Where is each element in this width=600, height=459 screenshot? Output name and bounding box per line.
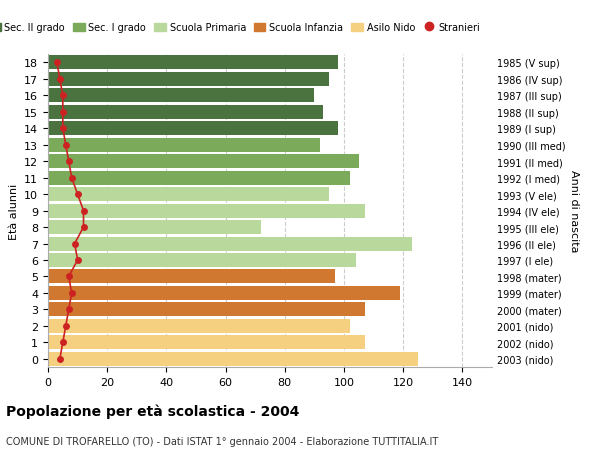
Bar	[48, 188, 329, 202]
Point	[58, 109, 68, 116]
Y-axis label: Età alunni: Età alunni	[8, 183, 19, 239]
Point	[73, 191, 82, 198]
Point	[64, 158, 74, 166]
Text: COMUNE DI TROFARELLO (TO) - Dati ISTAT 1° gennaio 2004 - Elaborazione TUTTITALIA: COMUNE DI TROFARELLO (TO) - Dati ISTAT 1…	[6, 436, 438, 446]
Point	[58, 339, 68, 346]
Point	[79, 224, 88, 231]
Bar	[48, 89, 314, 103]
Bar	[48, 73, 329, 87]
Point	[79, 207, 88, 215]
Point	[55, 76, 65, 84]
Bar	[48, 56, 338, 70]
Bar	[48, 171, 350, 185]
Bar	[48, 319, 350, 333]
Point	[58, 125, 68, 133]
Point	[58, 92, 68, 100]
Point	[61, 142, 71, 149]
Bar	[48, 221, 261, 235]
Bar	[48, 155, 359, 169]
Point	[67, 290, 76, 297]
Point	[61, 323, 71, 330]
Point	[67, 174, 76, 182]
Bar	[48, 253, 356, 268]
Point	[70, 241, 79, 248]
Bar	[48, 237, 412, 251]
Point	[64, 306, 74, 313]
Bar	[48, 122, 338, 136]
Bar	[48, 106, 323, 119]
Text: Popolazione per età scolastica - 2004: Popolazione per età scolastica - 2004	[6, 404, 299, 419]
Point	[64, 273, 74, 280]
Bar	[48, 336, 365, 350]
Bar	[48, 139, 320, 152]
Y-axis label: Anni di nascita: Anni di nascita	[569, 170, 580, 252]
Bar	[48, 352, 418, 366]
Bar	[48, 270, 335, 284]
Point	[73, 257, 82, 264]
Bar	[48, 303, 365, 317]
Point	[55, 355, 65, 363]
Legend: Sec. II grado, Sec. I grado, Scuola Primaria, Scuola Infanzia, Asilo Nido, Stran: Sec. II grado, Sec. I grado, Scuola Prim…	[0, 19, 484, 37]
Point	[52, 60, 62, 67]
Bar	[48, 204, 365, 218]
Bar	[48, 286, 400, 300]
